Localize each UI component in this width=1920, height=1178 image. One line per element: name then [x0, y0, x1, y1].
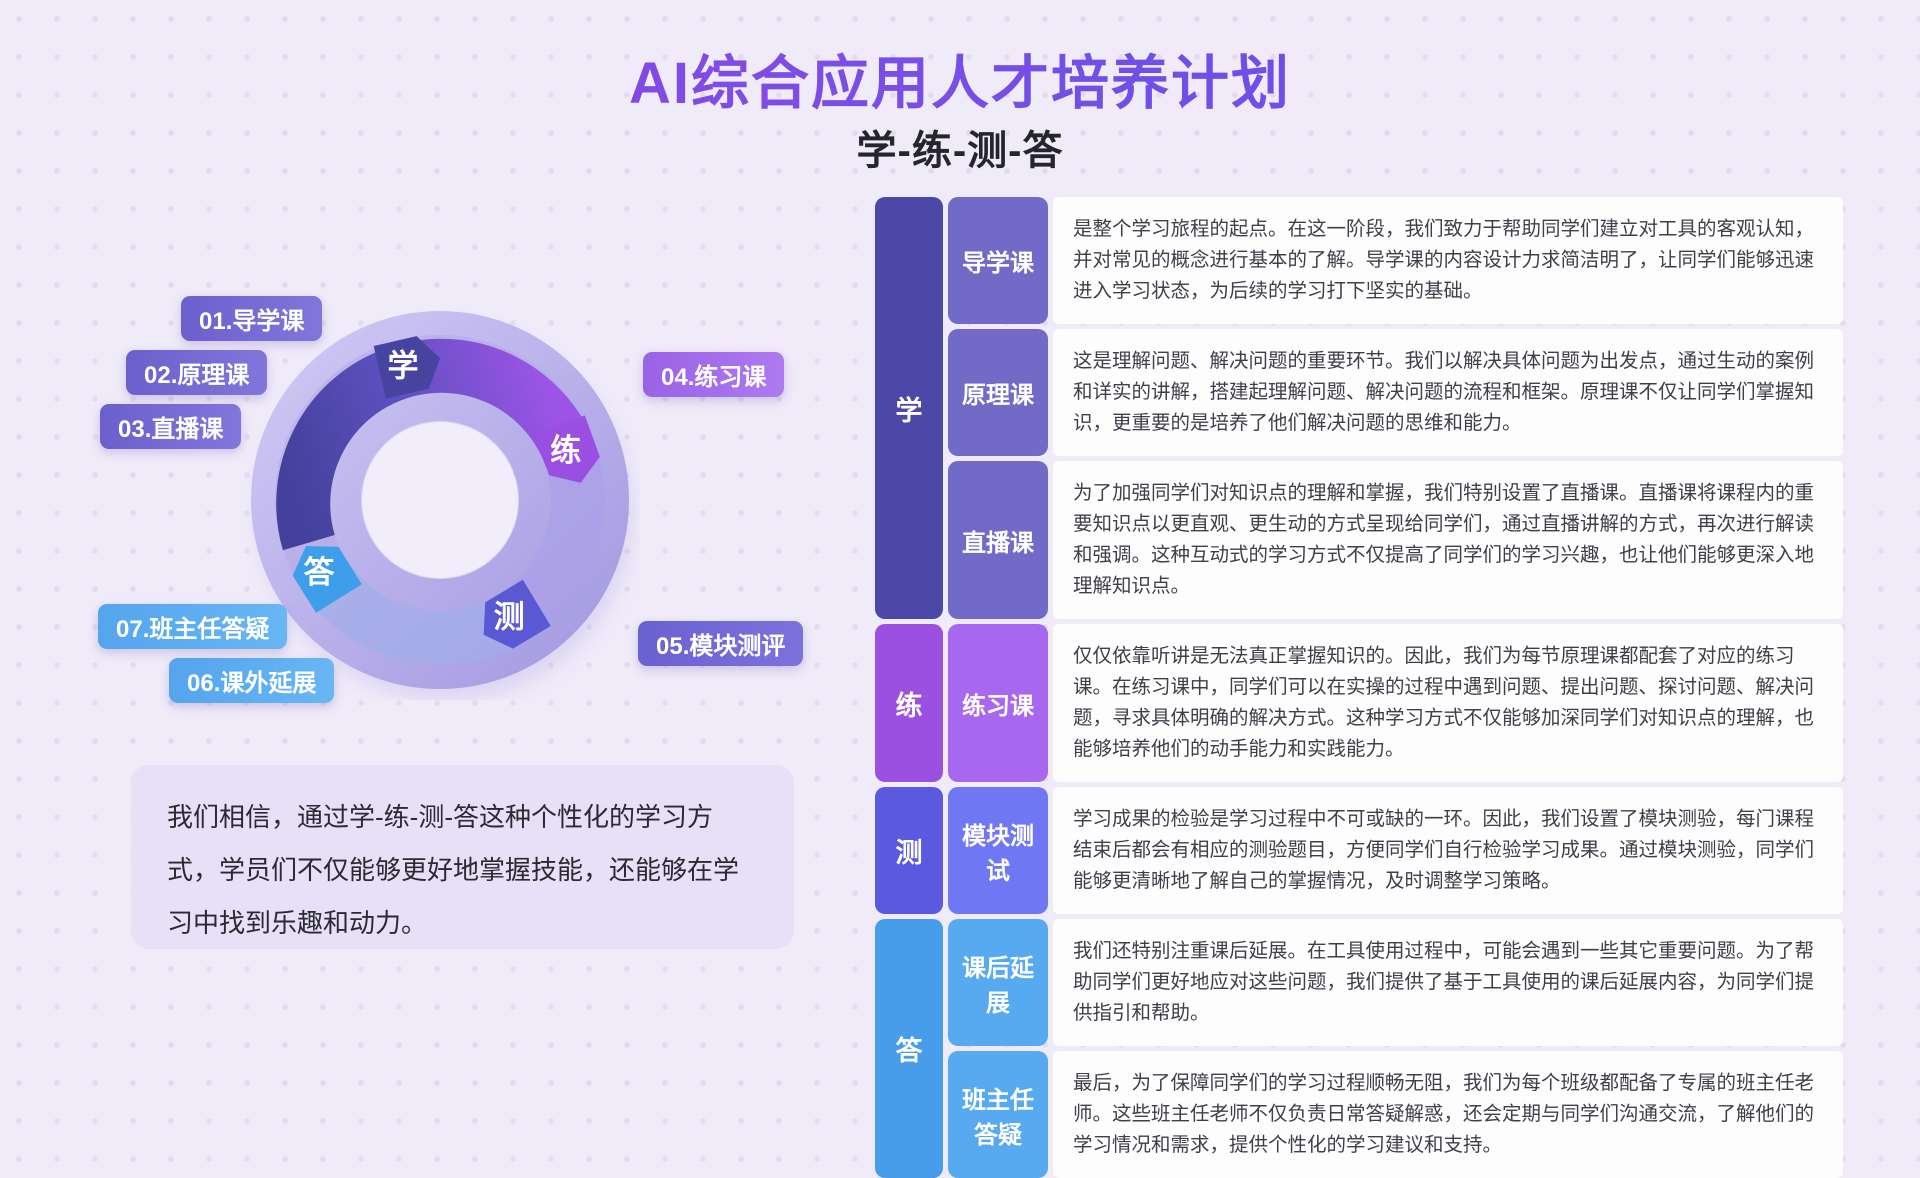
group-header-xue: 学: [875, 197, 943, 619]
stage-pill-02-yuanlike: 02.原理课: [126, 350, 268, 395]
ring-badge-lian: 练: [534, 415, 600, 483]
ring-label-xue: 学: [388, 349, 419, 384]
course-desc-text: 是整个学习旅程的起点。在这一阶段，我们致力于帮助同学们建立对工具的客观认知，并对…: [1073, 218, 1815, 302]
belief-statement-text: 我们相信，通过学-练-测-答这种个性化的学习方式，学员们不仅能够更好地掌握技能，…: [167, 802, 740, 938]
course-desc-text: 最后，为了保障同学们的学习过程顺畅无阻，我们为每个班级都配备了专属的班主任老师。…: [1073, 1072, 1815, 1156]
course-label-mokuaiceshi: 模块测试: [948, 787, 1048, 914]
ring-badge-xue: 学: [373, 336, 441, 399]
donut-svg: 学 练 测 答: [251, 311, 632, 700]
course-label-lianxike: 练习课: [948, 624, 1048, 782]
course-desc-text: 学习成果的检验是学习过程中不可或缺的一环。因此，我们设置了模块测验，每门课程结束…: [1073, 808, 1815, 892]
stage-pill-05-mokuaiceping: 05.模块测评: [638, 621, 804, 666]
course-desc-daoxueke: 是整个学习旅程的起点。在这一阶段，我们致力于帮助同学们建立对工具的客观认知，并对…: [1053, 197, 1843, 324]
course-desc-yuanlike: 这是理解问题、解决问题的重要环节。我们以解决具体问题为出发点，通过生动的案例和详…: [1053, 329, 1843, 456]
course-label-yuanlike: 原理课: [948, 329, 1048, 456]
course-desc-text: 这是理解问题、解决问题的重要环节。我们以解决具体问题为出发点，通过生动的案例和详…: [1073, 350, 1815, 434]
group-header-da: 答: [875, 919, 943, 1178]
training-plan-table: 学 练 测 答 导学课 是整个学习旅程的起点。在这一阶段，我们致力于帮助同学们建…: [875, 197, 1843, 1178]
course-desc-mokuaiceshi: 学习成果的检验是学习过程中不可或缺的一环。因此，我们设置了模块测验，每门课程结束…: [1053, 787, 1843, 914]
course-desc-text: 我们还特别注重课后延展。在工具使用过程中，可能会遇到一些其它重要问题。为了帮助同…: [1073, 940, 1815, 1024]
course-label-kehouyanzhan: 课后延展: [948, 919, 1048, 1046]
stage-pill-06-kewaiyanzhan: 06.课外延展: [169, 658, 335, 703]
ring-badge-ce: 测: [483, 579, 551, 649]
stage-pill-04-lianxike: 04.练习课: [643, 352, 785, 397]
ring-label-da: 答: [304, 555, 336, 590]
stage-pill-07-banzhurendayi: 07.班主任答疑: [98, 604, 288, 649]
stage-pill-01-daoxueke: 01.导学课: [181, 296, 323, 341]
course-label-banzhurendayi: 班主任答疑: [948, 1051, 1048, 1178]
course-desc-zhiboke: 为了加强同学们对知识点的理解和掌握，我们特别设置了直播课。直播课将课程内的重要知…: [1053, 461, 1843, 619]
page-subtitle: 学-练-测-答: [856, 129, 1064, 173]
course-desc-text: 为了加强同学们对知识点的理解和掌握，我们特别设置了直播课。直播课将课程内的重要知…: [1073, 482, 1815, 597]
belief-statement-box: 我们相信，通过学-练-测-答这种个性化的学习方式，学员们不仅能够更好地掌握技能，…: [131, 765, 794, 949]
course-desc-kehouyanzhan: 我们还特别注重课后延展。在工具使用过程中，可能会遇到一些其它重要问题。为了帮助同…: [1053, 919, 1843, 1046]
course-label-daoxueke: 导学课: [948, 197, 1048, 324]
learning-cycle-donut: 学 练 测 答: [240, 300, 640, 700]
flow-arc-tertiary: [303, 561, 518, 665]
course-label-zhiboke: 直播课: [948, 461, 1048, 619]
page-title: AI综合应用人才培养计划: [0, 36, 1920, 120]
stage-pill-03-zhiboke: 03.直播课: [100, 404, 242, 449]
ring-label-ce: 测: [494, 599, 525, 634]
donut-hole: [362, 422, 518, 578]
course-desc-lianxike: 仅仅依靠听讲是无法真正掌握知识的。因此，我们为每节原理课都配套了对应的练习课。在…: [1053, 624, 1843, 782]
ring-badge-da: 答: [292, 545, 362, 613]
group-header-ce: 测: [875, 787, 943, 914]
course-desc-text: 仅仅依靠听讲是无法真正掌握知识的。因此，我们为每节原理课都配套了对应的练习课。在…: [1073, 645, 1815, 760]
ring-label-lian: 练: [550, 433, 581, 468]
course-desc-banzhurendayi: 最后，为了保障同学们的学习过程顺畅无阻，我们为每个班级都配备了专属的班主任老师。…: [1053, 1051, 1843, 1178]
group-header-lian: 练: [875, 624, 943, 782]
